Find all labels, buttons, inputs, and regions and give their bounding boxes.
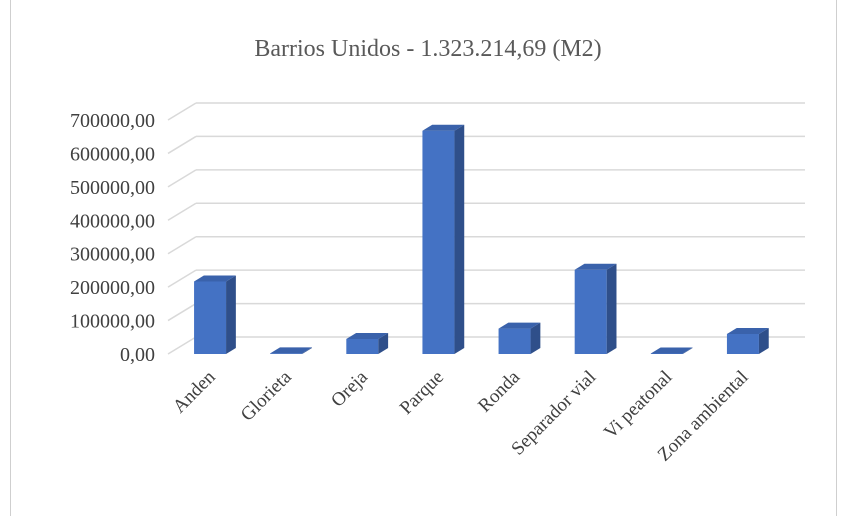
- gridline-depth: [167, 102, 197, 121]
- bar-front-face: [422, 130, 455, 354]
- gridline-depth: [167, 302, 197, 322]
- chart-title: Barrios Unidos - 1.323.214,69 (M2): [254, 36, 601, 62]
- gridlines: [167, 102, 805, 355]
- chart-border-right: [836, 0, 837, 516]
- bar-side-face: [606, 263, 617, 354]
- y-tick-label: 400000,00: [70, 210, 155, 232]
- gridline-depth: [167, 169, 197, 188]
- y-tick-label: 600000,00: [70, 143, 155, 165]
- x-category-label: Anden: [169, 366, 220, 417]
- bar-top-face: [574, 263, 617, 270]
- x-category-label: Parque: [396, 367, 448, 419]
- y-tick-label: 0,00: [120, 344, 155, 366]
- bar-front-face: [194, 281, 227, 354]
- bar-side-face: [454, 124, 465, 354]
- x-category-label: Glorieta: [237, 366, 296, 425]
- bar-top-face: [498, 322, 541, 329]
- y-tick-label: 200000,00: [70, 277, 155, 299]
- bar-top-face: [270, 347, 312, 354]
- bar: [650, 347, 693, 354]
- bar: [498, 322, 541, 354]
- bars: [194, 124, 769, 354]
- bar-side-face: [302, 347, 312, 354]
- bar-front-face: [346, 338, 379, 354]
- gridline-depth: [167, 269, 197, 288]
- y-tick-label: 300000,00: [70, 244, 155, 266]
- x-category-label: Vi peatonal: [600, 367, 676, 443]
- bar-front-face: [574, 269, 607, 354]
- gridline-depth: [167, 336, 197, 355]
- bar-side-face: [682, 347, 693, 354]
- bar: [346, 333, 389, 354]
- bar: [574, 263, 617, 354]
- bar-side-face: [758, 327, 769, 354]
- bar-front-face: [726, 333, 759, 354]
- bar-side-face: [378, 333, 389, 354]
- bar-side-face: [530, 322, 541, 354]
- bar-front-face: [650, 353, 683, 354]
- x-category-label: Ronda: [474, 366, 524, 416]
- gridline-depth: [167, 202, 197, 221]
- gridline-depth: [167, 236, 197, 255]
- x-category-label: Oreja: [327, 366, 372, 411]
- bar-front-face: [270, 353, 303, 354]
- bar-side-face: [226, 275, 236, 354]
- y-axis-tick-labels: 0,00 100000,00 200000,00 300000,00 400000,00…: [70, 110, 155, 366]
- bar-top-face: [422, 124, 465, 131]
- y-tick-label: 100000,00: [70, 311, 155, 333]
- bar: [726, 327, 769, 354]
- bar-top-face: [194, 275, 236, 282]
- y-tick-label: 700000,00: [70, 110, 155, 132]
- bar-front-face: [498, 328, 531, 354]
- y-tick-label: 500000,00: [70, 177, 155, 199]
- bar-top-face: [346, 333, 389, 339]
- bar-top-face: [650, 347, 693, 354]
- bar: [194, 275, 236, 354]
- bar: [270, 347, 312, 354]
- bar: [422, 124, 465, 354]
- chart-border-left: [10, 0, 11, 516]
- gridline-depth: [167, 135, 197, 155]
- bar-top-face: [726, 327, 769, 334]
